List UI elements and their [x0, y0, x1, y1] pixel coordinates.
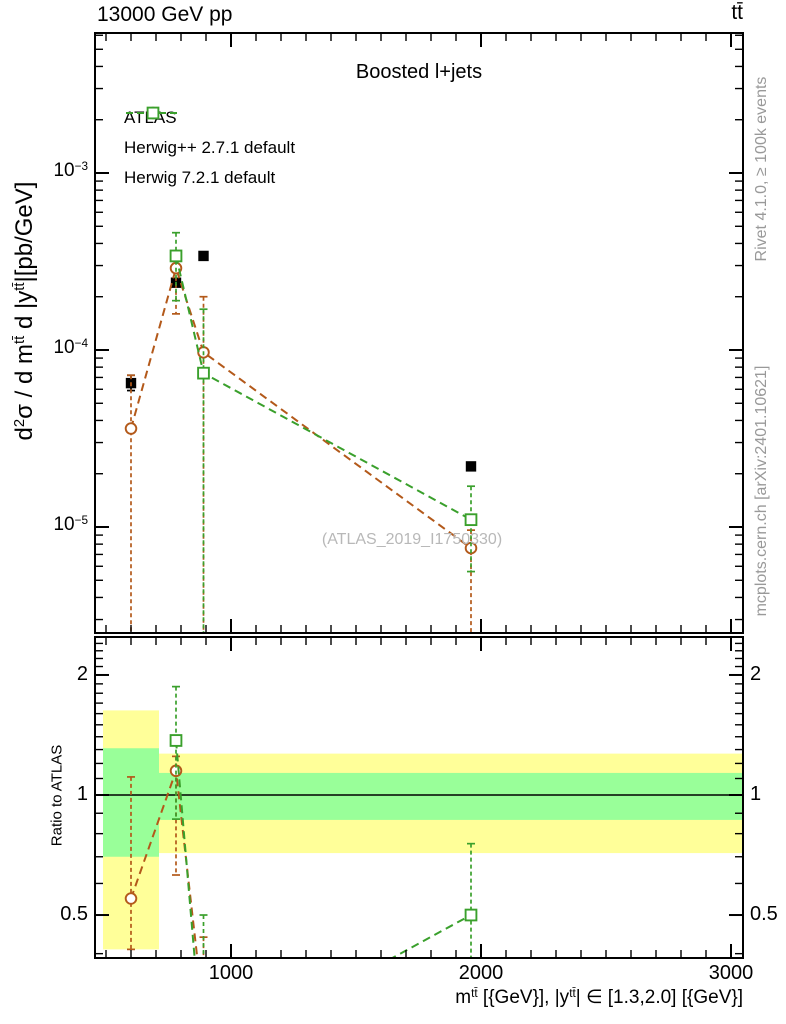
x-tick-label: 2000	[458, 962, 504, 984]
herwig7-marker-icon	[126, 106, 180, 120]
ratio-tick-label: 0.5	[60, 903, 88, 926]
plot-title: Boosted l+jets	[355, 61, 483, 83]
panel-frame	[94, 636, 744, 959]
process-label: tt̄	[731, 1, 743, 24]
legend-label: Herwig++ 2.7.1 default	[124, 138, 296, 157]
data-point-open-square	[464, 513, 478, 527]
data-point-circle	[124, 422, 138, 435]
x-tick-label: 3000	[708, 962, 754, 984]
panel-frame	[94, 32, 744, 634]
series-line	[130, 264, 472, 549]
ratio-tick-label: 1	[750, 783, 762, 805]
y-tick-label: 10−4	[53, 336, 88, 358]
data-point-circle	[198, 1007, 209, 1018]
data-point-open-square	[169, 249, 183, 263]
legend-item-herwigpp: Herwig++ 2.7.1 default	[124, 106, 296, 163]
ratio-tick-label: 0.5	[750, 903, 778, 926]
series-line	[130, 770, 199, 958]
uncertainty-band-green	[103, 748, 159, 857]
data-point-open-square	[146, 106, 160, 120]
y-tick-label: 10−3	[53, 159, 88, 181]
data-point-square	[198, 250, 209, 262]
mcplots-arxiv-note: mcplots.cern.ch [arXiv:2401.10621]	[753, 365, 770, 617]
data-point-circle	[124, 892, 138, 905]
series-line	[175, 740, 472, 958]
legend-item-herwig7: Herwig 7.2.1 default	[124, 106, 295, 193]
data-point-open-square	[464, 908, 478, 922]
data-point-open-square	[197, 366, 210, 380]
x-axis-label: mtt̄ [{GeV}], |ytt̄| ∈ [1.3,2.0] [{GeV}]	[455, 986, 743, 1008]
ratio-tick-label: 1	[76, 783, 88, 805]
ratio-tick-label: 2	[76, 662, 88, 685]
data-point-square	[465, 461, 477, 472]
y-tick-label: 10−5	[53, 513, 88, 535]
legend-label: Herwig 7.2.1 default	[124, 168, 276, 187]
ratio-tick-label: 2	[750, 662, 762, 685]
series-line	[175, 255, 472, 521]
data-point-open-square	[169, 734, 183, 747]
beam-energy-label: 13000 GeV pp	[97, 3, 233, 26]
analysis-watermark: (ATLAS_2019_I1750330)	[321, 531, 503, 548]
uncertainty-band-green	[159, 772, 743, 820]
legend: ATLAS Herwig++ 2.7.1 default Herwig 7.2.…	[124, 103, 295, 193]
x-tick-label: 1000	[208, 962, 254, 984]
